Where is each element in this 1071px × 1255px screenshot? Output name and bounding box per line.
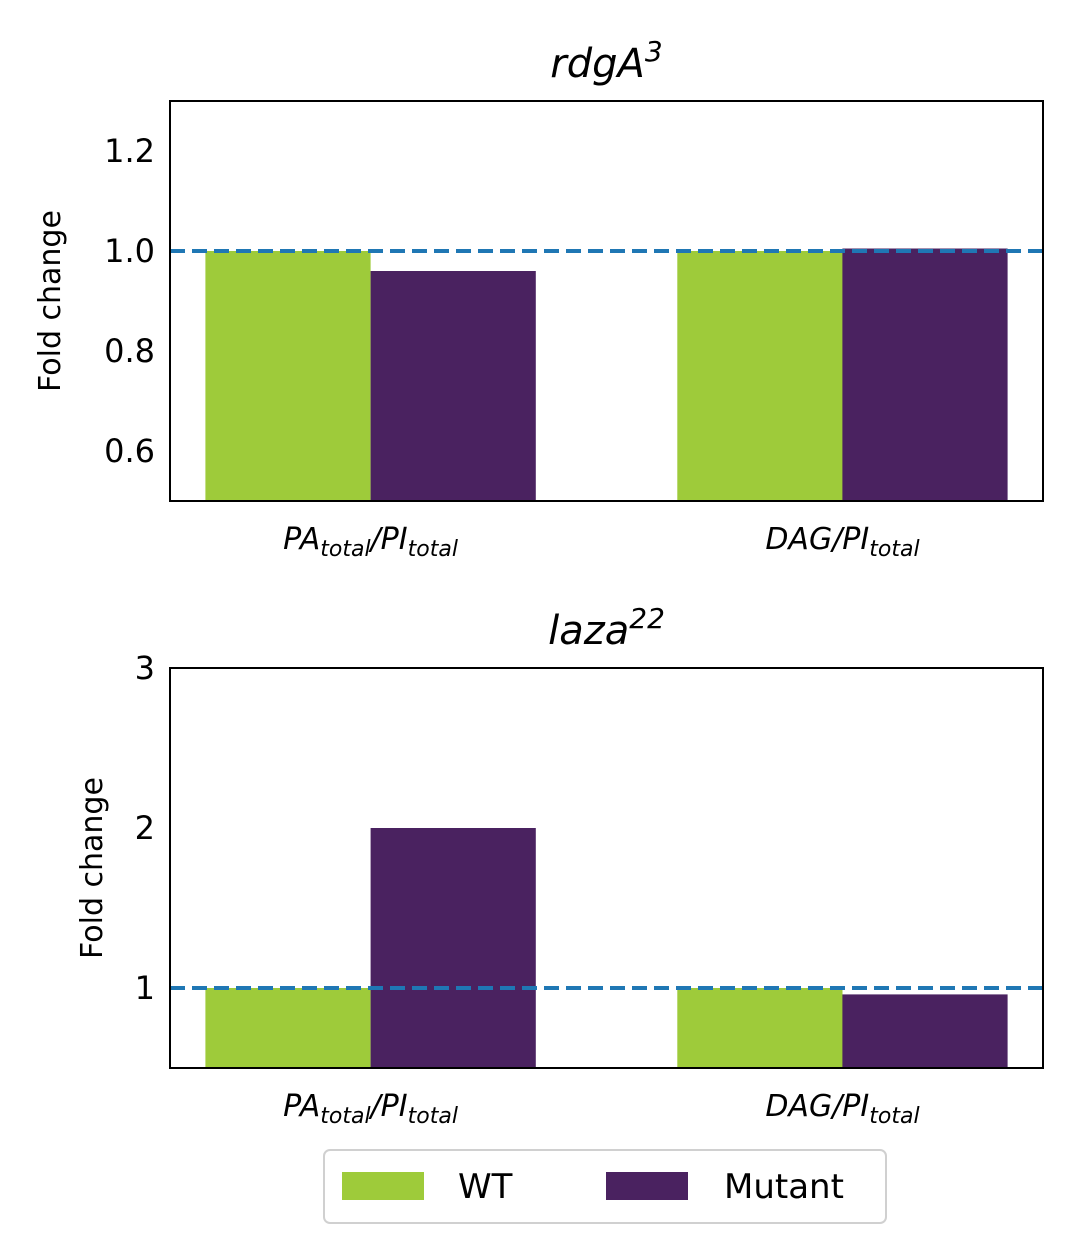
bar-wt-2 [677, 251, 843, 501]
chart-title: rdgA3 [550, 35, 662, 87]
x-tick-label-1: PAtotal/PItotal [283, 1089, 458, 1129]
legend-box [323, 1149, 887, 1224]
bar-wt-1 [205, 251, 371, 501]
y-tick-label: 3 [135, 649, 155, 687]
y-tick-label: 1.0 [104, 232, 155, 270]
y-tick-label: 0.6 [104, 432, 155, 470]
x-tick-label-1: PAtotal/PItotal [283, 522, 458, 562]
y-axis-label: Fold change [75, 777, 110, 959]
y-tick-label: 0.8 [104, 332, 155, 370]
plot-frame [169, 667, 1044, 1069]
bar-mutant-1 [370, 271, 536, 501]
bar-wt-2 [677, 988, 843, 1068]
x-tick-label-2: DAG/PItotal [765, 522, 919, 562]
bar-wt-1 [205, 988, 371, 1068]
y-axis-label: Fold change [33, 210, 68, 392]
bar-mutant-1 [370, 828, 536, 1068]
plot-frame [169, 100, 1044, 502]
legend-swatch-mutant [606, 1172, 688, 1200]
y-tick-label: 2 [135, 809, 155, 847]
bar-mutant-2 [842, 248, 1008, 501]
legend: WT Mutant [323, 1149, 887, 1224]
legend-label-wt: WT [458, 1167, 513, 1207]
legend-swatch-wt [342, 1172, 424, 1200]
legend-label-mutant: Mutant [724, 1167, 844, 1207]
chart-panel-2: 1 2 3 Fold change laza22 PAtotal/PItotal DAG/P… [75, 602, 1044, 1129]
bar-mutant-2 [842, 994, 1008, 1068]
x-tick-label-2: DAG/PItotal [765, 1089, 919, 1129]
chart-panel-1: 0.6 0.8 1.0 1.2 Fold change rdgA3 PAtotal/PIto… [33, 35, 1044, 562]
y-tick-label: 1 [135, 969, 155, 1007]
chart-title: laza22 [548, 602, 665, 654]
y-tick-label: 1.2 [104, 132, 155, 170]
